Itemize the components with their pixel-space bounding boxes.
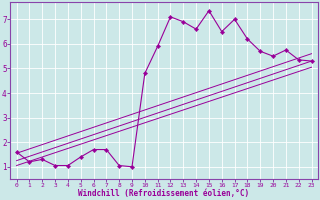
- X-axis label: Windchill (Refroidissement éolien,°C): Windchill (Refroidissement éolien,°C): [78, 189, 250, 198]
